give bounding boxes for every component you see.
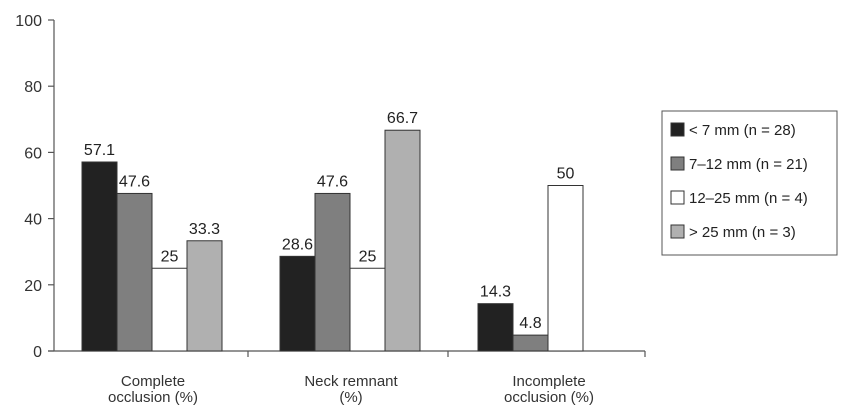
legend-label: 7–12 mm (n = 21) bbox=[689, 156, 808, 173]
data-label: 50 bbox=[557, 166, 575, 183]
legend-label: 12–25 mm (n = 4) bbox=[689, 190, 808, 207]
bars bbox=[81, 129, 584, 352]
bar bbox=[477, 303, 514, 352]
axes: 0 20 40 60 80 100 Complete occlusion (%) Neck re… bbox=[15, 13, 646, 406]
category-label: Complete occlusion (%) bbox=[108, 373, 198, 406]
data-label: 66.7 bbox=[387, 110, 418, 127]
bar bbox=[116, 192, 153, 352]
y-tick-label: 60 bbox=[24, 145, 42, 162]
legend: < 7 mm (n = 28) 7–12 mm (n = 21) 12–25 mm … bbox=[661, 110, 838, 256]
bar bbox=[547, 185, 584, 352]
legend-box bbox=[661, 110, 838, 256]
y-tick-label: 40 bbox=[24, 212, 42, 229]
category-label: Incomplete occlusion (%) bbox=[504, 373, 594, 406]
y-tick-label: 0 bbox=[33, 344, 42, 361]
data-label: 4.8 bbox=[519, 315, 541, 332]
bar bbox=[279, 255, 316, 352]
bar bbox=[81, 161, 118, 352]
bar bbox=[349, 267, 386, 352]
bar bbox=[151, 267, 188, 352]
category-label: Neck remnant (%) bbox=[304, 373, 398, 406]
data-label: 47.6 bbox=[119, 173, 150, 190]
bar bbox=[512, 334, 549, 352]
data-label: 47.6 bbox=[317, 173, 348, 190]
bar bbox=[384, 129, 421, 352]
y-tick-label: 20 bbox=[24, 278, 42, 295]
legend-swatch bbox=[670, 122, 685, 137]
data-label: 25 bbox=[161, 248, 179, 265]
data-label: 33.3 bbox=[189, 221, 220, 238]
data-label: 14.3 bbox=[480, 284, 511, 301]
data-label: 25 bbox=[359, 248, 377, 265]
legend-swatch bbox=[670, 224, 685, 239]
legend-label: > 25 mm (n = 3) bbox=[689, 224, 796, 241]
legend-swatch bbox=[670, 190, 685, 205]
y-tick-label: 80 bbox=[24, 79, 42, 96]
legend-swatch bbox=[670, 156, 685, 171]
y-tick-label: 100 bbox=[15, 13, 42, 30]
bar bbox=[314, 192, 351, 352]
legend-label: < 7 mm (n = 28) bbox=[689, 122, 796, 139]
data-label: 57.1 bbox=[84, 142, 115, 159]
value-labels: 57.1 28.6 14.3 47.6 47.6 4.8 25 25 50 33.3 66.7 bbox=[84, 110, 575, 332]
data-label: 28.6 bbox=[282, 236, 313, 253]
bar bbox=[186, 240, 223, 352]
